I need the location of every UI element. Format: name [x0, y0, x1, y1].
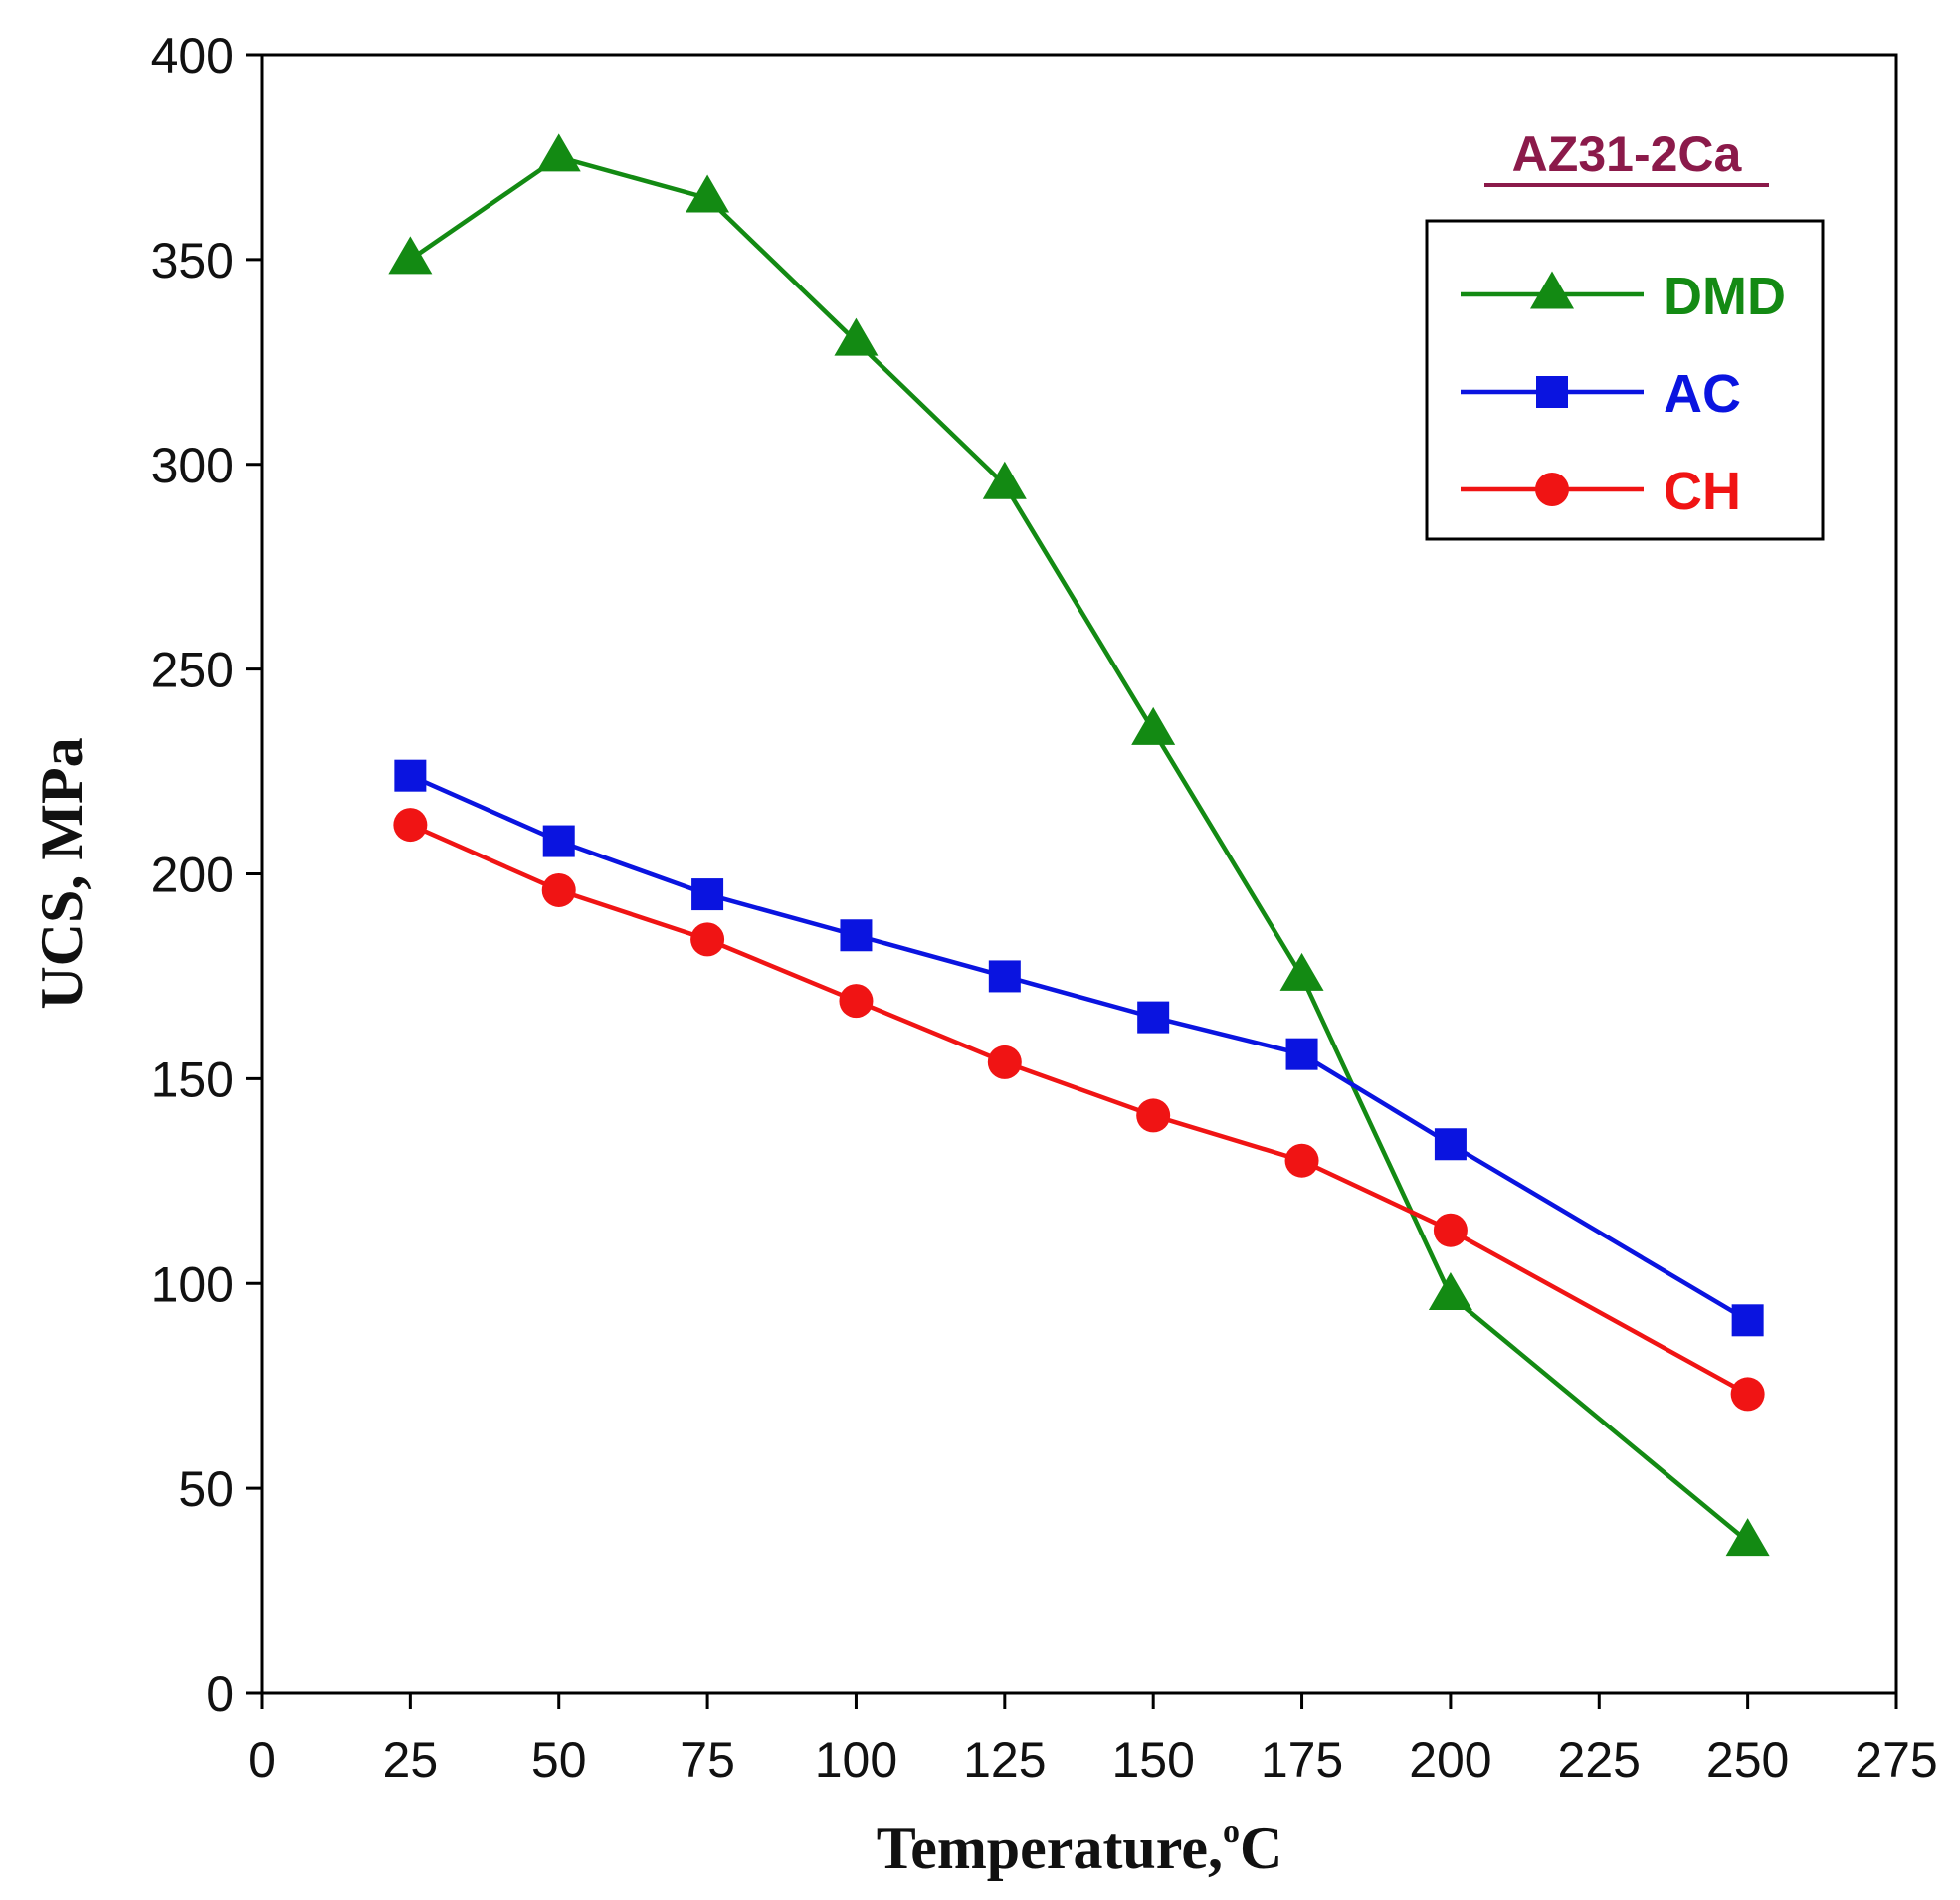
series-line-ac	[409, 773, 1749, 1323]
data-point-dmd	[1279, 952, 1324, 991]
x-tick-label: 25	[383, 1732, 439, 1788]
series-ch	[393, 808, 1765, 1412]
data-point-dmd	[1428, 1272, 1472, 1311]
x-tick-label: 125	[963, 1732, 1046, 1788]
axes: 0 25 50 75 100 125 150 175 200 225 250 275 0 50 100 150…	[151, 28, 1938, 1788]
y-tick-label: 400	[151, 28, 234, 84]
x-axis-title-unit: C	[1240, 1815, 1282, 1881]
data-point-dmd	[1131, 706, 1176, 745]
y-axis-title: UCS, MPa	[29, 737, 95, 1009]
x-tick-label: 175	[1261, 1732, 1343, 1788]
data-point-ch	[987, 1045, 1022, 1079]
series-layer	[388, 133, 1770, 1557]
data-point-ch	[1136, 1098, 1171, 1133]
legend-marker-dmd	[1530, 271, 1574, 309]
series-dmd	[388, 133, 1770, 1557]
data-point-ac	[1731, 1304, 1764, 1337]
data-point-dmd	[982, 461, 1027, 499]
x-axis-title-text: Temperature,	[877, 1815, 1223, 1881]
series-line-ch	[409, 823, 1749, 1397]
data-point-ac	[691, 878, 724, 911]
legend-entry-ch: CH	[1461, 462, 1741, 521]
x-tick-label: 100	[815, 1732, 897, 1788]
x-tick-label: 225	[1558, 1732, 1641, 1788]
data-point-dmd	[536, 133, 581, 172]
data-point-ch	[1433, 1213, 1468, 1247]
data-point-ac	[988, 960, 1021, 993]
data-point-ch	[1730, 1377, 1765, 1412]
data-point-ch	[393, 808, 428, 843]
data-point-ac	[1434, 1128, 1467, 1161]
x-tick-label: 50	[531, 1732, 587, 1788]
x-axis-title: Temperature,oC	[877, 1813, 1283, 1881]
legend-marker-ch	[1535, 473, 1569, 506]
data-point-ac	[542, 825, 575, 857]
data-point-ac	[394, 759, 427, 792]
data-point-dmd	[388, 236, 433, 275]
legend-label-ch: CH	[1664, 462, 1741, 521]
data-point-ac	[1137, 1001, 1170, 1034]
data-point-ac	[840, 919, 873, 952]
data-point-ch	[690, 922, 725, 957]
data-point-ch	[1284, 1143, 1319, 1178]
legend-label-dmd: DMD	[1664, 267, 1786, 326]
y-tick-label: 250	[151, 643, 234, 698]
data-point-dmd	[834, 317, 879, 356]
data-point-ch	[839, 984, 874, 1019]
y-tick-label: 50	[178, 1461, 234, 1517]
legend-label-ac: AC	[1664, 364, 1741, 424]
y-tick-label: 150	[151, 1051, 234, 1107]
data-point-ch	[541, 872, 576, 907]
x-axis-title-degree: o	[1223, 1813, 1240, 1850]
data-point-ac	[1285, 1038, 1318, 1070]
x-tick-label: 250	[1706, 1732, 1789, 1788]
y-tick-label: 300	[151, 438, 234, 493]
legend-marker-ac	[1536, 376, 1568, 408]
y-tick-label: 0	[206, 1666, 234, 1722]
chart-title: AZ31-2Ca	[1512, 126, 1743, 182]
x-tick-label: 150	[1111, 1732, 1194, 1788]
legend-entry-ac: AC	[1461, 364, 1741, 424]
x-tick-label: 75	[680, 1732, 735, 1788]
series-ac	[394, 759, 1764, 1337]
legend-box	[1425, 219, 1825, 541]
x-tick-label: 275	[1855, 1732, 1937, 1788]
x-tick-label: 0	[248, 1732, 276, 1788]
legend-entry-dmd: DMD	[1461, 267, 1786, 326]
x-tick-label: 200	[1409, 1732, 1491, 1788]
y-tick-label: 350	[151, 233, 234, 288]
data-point-dmd	[1725, 1518, 1770, 1557]
data-point-dmd	[686, 174, 730, 213]
y-tick-label: 100	[151, 1256, 234, 1312]
y-tick-label: 200	[151, 848, 234, 903]
legend: DMD AC CH	[1425, 219, 1825, 541]
